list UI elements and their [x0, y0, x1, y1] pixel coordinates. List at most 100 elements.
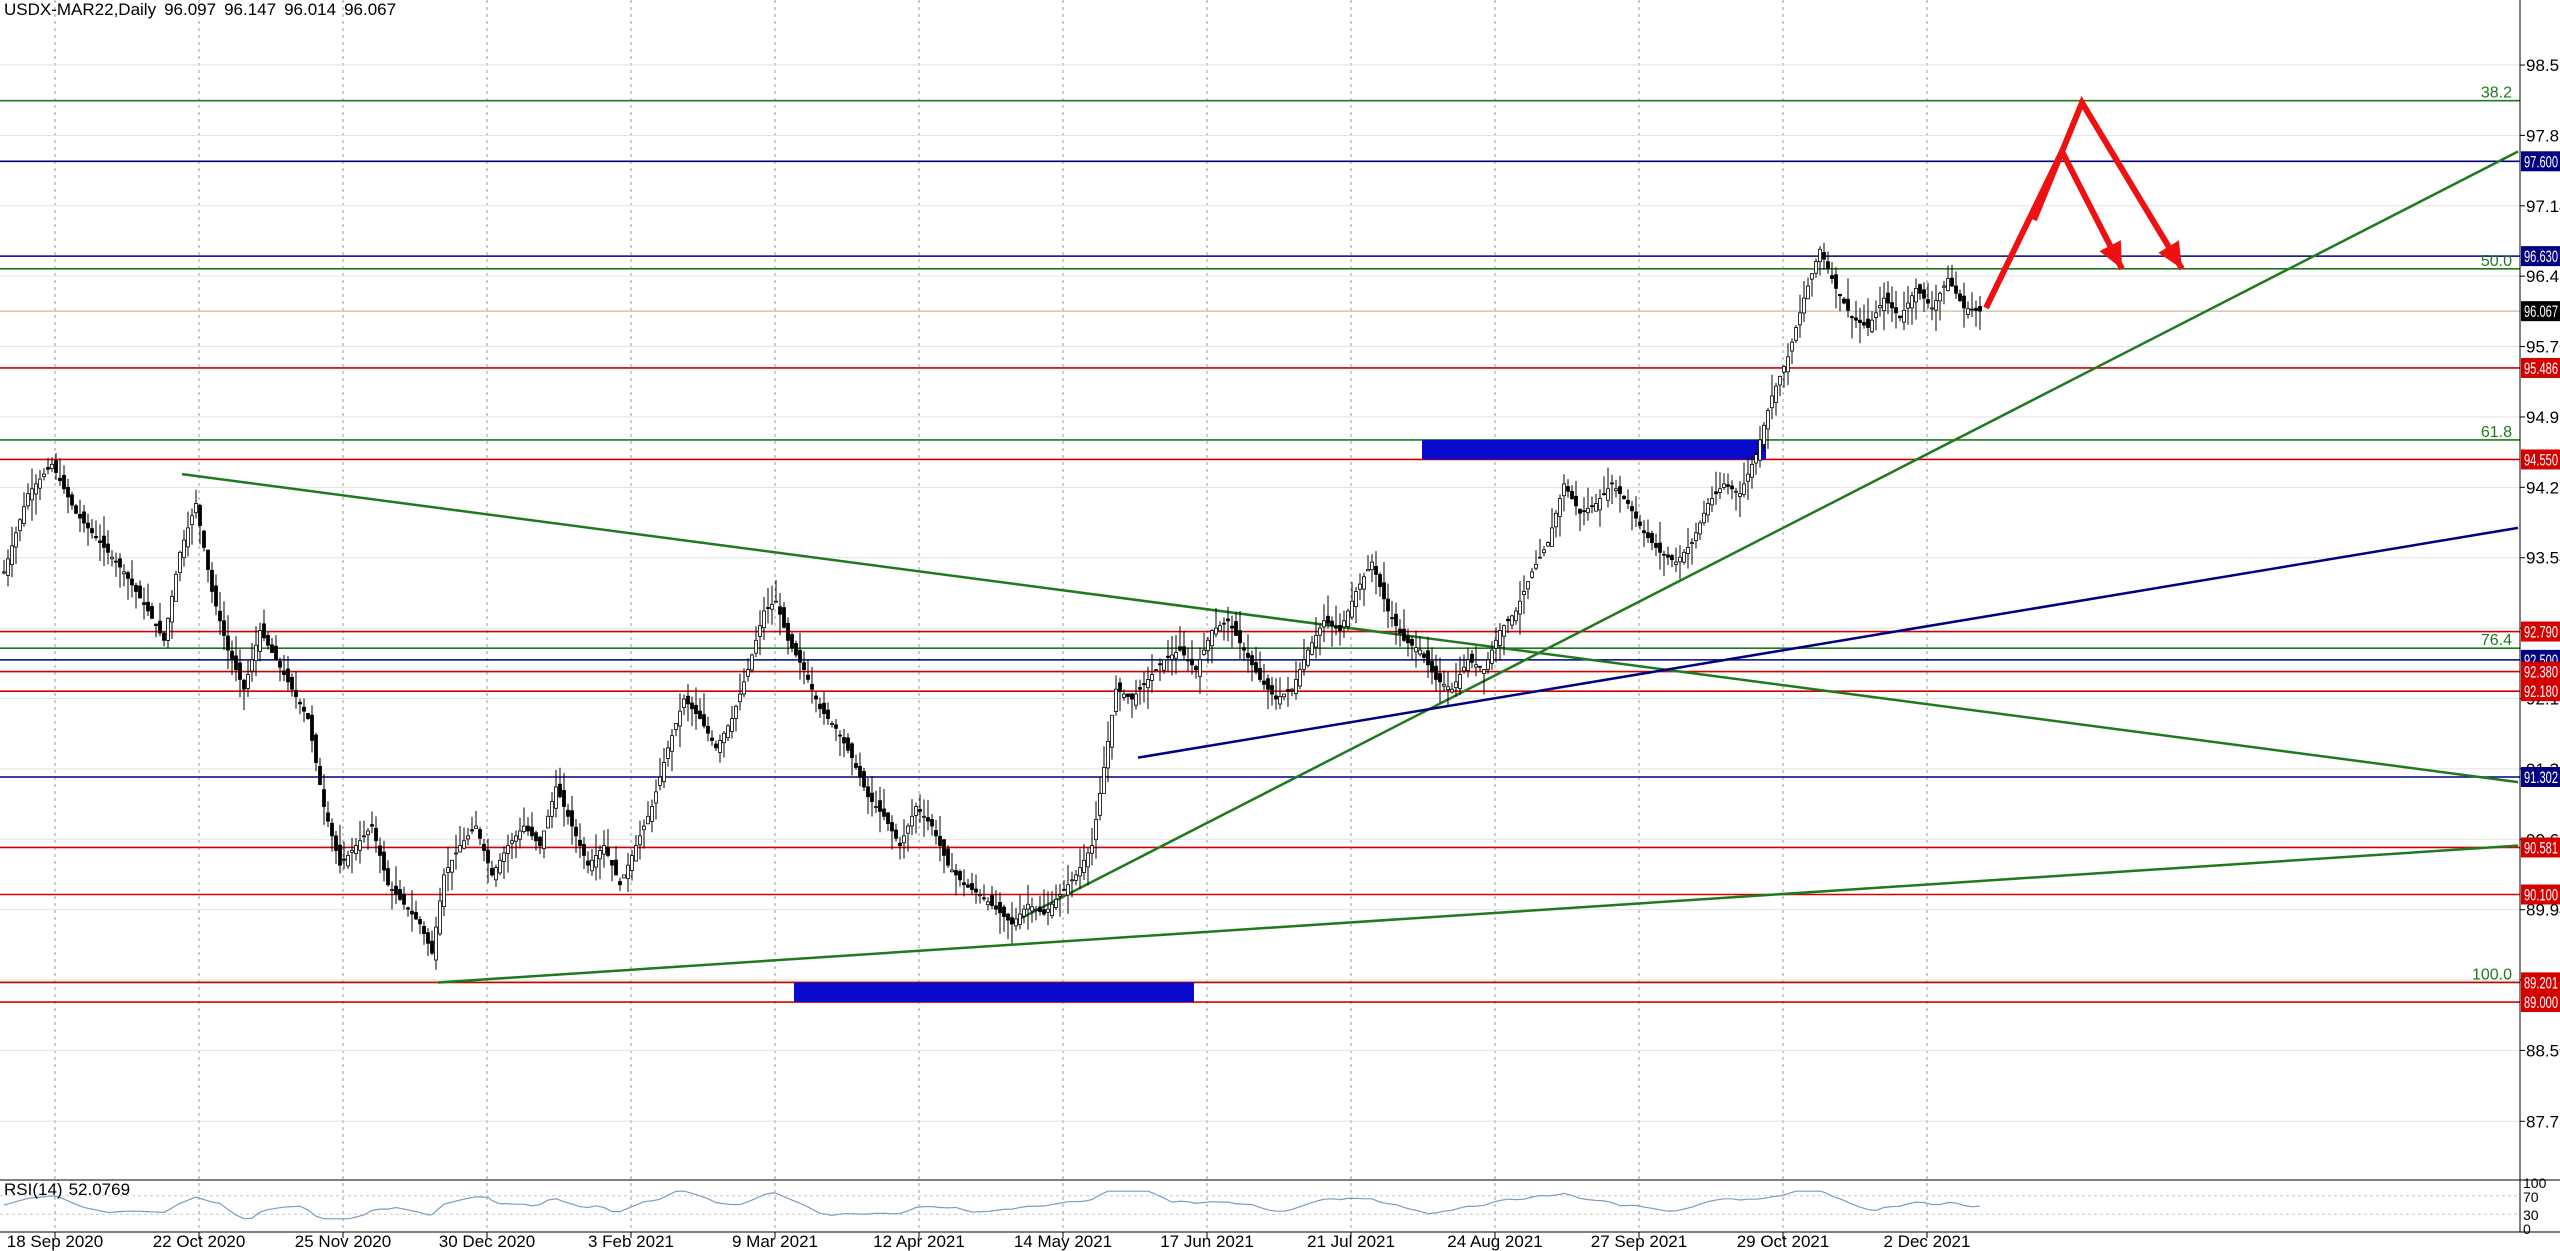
price-badge-label: 91.302	[2524, 768, 2558, 787]
candle-body	[774, 600, 778, 603]
candle-body	[1462, 666, 1466, 672]
candle-body	[978, 894, 982, 897]
price-tick-label: 94.265	[2526, 478, 2560, 497]
symbol-label: USDX-MAR22,Daily	[4, 0, 157, 19]
price-badge-label: 90.581	[2524, 838, 2558, 857]
candle-body	[626, 864, 630, 880]
projection-arrows	[1983, 95, 2185, 310]
candle-body	[682, 698, 686, 709]
candle-body	[1158, 663, 1162, 666]
candle-body	[1838, 293, 1842, 297]
candle-body	[518, 830, 522, 840]
candle-body	[1550, 527, 1554, 547]
candle-body	[1390, 617, 1394, 620]
candle-body	[698, 710, 702, 719]
trendline	[181, 472, 2519, 784]
candle-body	[794, 643, 798, 656]
candle-body	[1750, 463, 1754, 478]
candle-body	[1410, 639, 1414, 646]
time-tick-label: 25 Nov 2020	[295, 1232, 391, 1251]
candle-body	[1634, 511, 1638, 519]
price-badge-label: 95.486	[2524, 359, 2558, 378]
candle-body	[430, 940, 434, 954]
candle-body	[54, 460, 58, 473]
candle-body	[130, 578, 134, 586]
candle-body	[1498, 630, 1502, 647]
candle-body	[942, 839, 946, 856]
candle-body	[750, 654, 754, 671]
price-badge	[2521, 837, 2560, 858]
candle-body	[1650, 533, 1654, 543]
time-axis[interactable]: 18 Sep 2020 22 Oct 2020 25 Nov 2020 30 Dec …	[7, 1232, 1971, 1251]
price-axis[interactable]: 98.585 97.865 97.145 96.425 95.705 94.985 94.2…	[2519, 0, 2560, 1232]
candle-body	[338, 844, 342, 866]
candle-body	[78, 514, 82, 519]
candle-body	[1170, 654, 1174, 660]
candle-body	[1802, 297, 1806, 314]
candle-body	[918, 808, 922, 812]
trendline	[437, 844, 2519, 984]
trendline	[1137, 526, 2519, 759]
time-tick-label: 9 Mar 2021	[732, 1232, 818, 1251]
candle-body	[466, 835, 470, 840]
candle-body	[1250, 655, 1254, 666]
candle-body	[666, 747, 670, 759]
candle-body	[314, 734, 318, 763]
time-tick-label: 3 Feb 2021	[588, 1232, 674, 1251]
candle-body	[1886, 292, 1890, 304]
candle-body	[674, 723, 678, 730]
candle-body	[1234, 621, 1238, 636]
candle-body	[470, 829, 474, 832]
price-badge	[2521, 766, 2560, 787]
candle-body	[310, 714, 314, 741]
candle-body	[1318, 627, 1322, 636]
candle-body	[298, 701, 302, 705]
candle-body	[154, 623, 158, 627]
candle-body	[1374, 565, 1378, 575]
rsi-value: 52.0769	[68, 1180, 131, 1199]
candle-body	[1946, 278, 1950, 292]
candle-body	[14, 532, 18, 548]
candle-body	[234, 655, 238, 671]
candle-body	[798, 649, 802, 663]
candle-body	[558, 783, 562, 798]
candle-body	[550, 801, 554, 817]
candle-body	[150, 606, 154, 619]
candle-body	[2, 571, 6, 574]
candle-body	[426, 932, 430, 944]
candle-body	[1566, 486, 1570, 492]
candle-body	[246, 674, 250, 689]
candle-body	[250, 659, 254, 672]
candle-body	[1578, 508, 1582, 514]
candle-body	[18, 519, 22, 532]
price-badge	[2521, 246, 2560, 267]
candle-body	[1570, 490, 1574, 499]
candle-body	[618, 881, 622, 886]
candle-body	[1074, 874, 1078, 881]
candle-body	[786, 622, 790, 641]
trendline	[1009, 150, 2519, 925]
candle-body	[650, 806, 654, 822]
candle-body	[178, 551, 182, 574]
candle-body	[814, 695, 818, 700]
candle-body	[1966, 308, 1970, 315]
candle-body	[1202, 649, 1206, 655]
candle-body	[958, 871, 962, 881]
candle-body	[262, 623, 266, 639]
candle-body	[1774, 385, 1778, 403]
candle-body	[1434, 665, 1438, 680]
candle-body	[1046, 908, 1050, 913]
candle-body	[1474, 664, 1478, 668]
time-tick-label: 29 Oct 2021	[1737, 1232, 1830, 1251]
candle-body	[442, 874, 446, 908]
candle-body	[206, 549, 210, 570]
candle-body	[1154, 669, 1158, 672]
price-badge-label: 96.630	[2524, 247, 2558, 266]
candle-body	[1458, 674, 1462, 689]
candle-body	[1602, 493, 1606, 496]
candle-body	[1642, 530, 1646, 534]
candle-body	[906, 825, 910, 834]
candle-body	[1106, 740, 1110, 769]
